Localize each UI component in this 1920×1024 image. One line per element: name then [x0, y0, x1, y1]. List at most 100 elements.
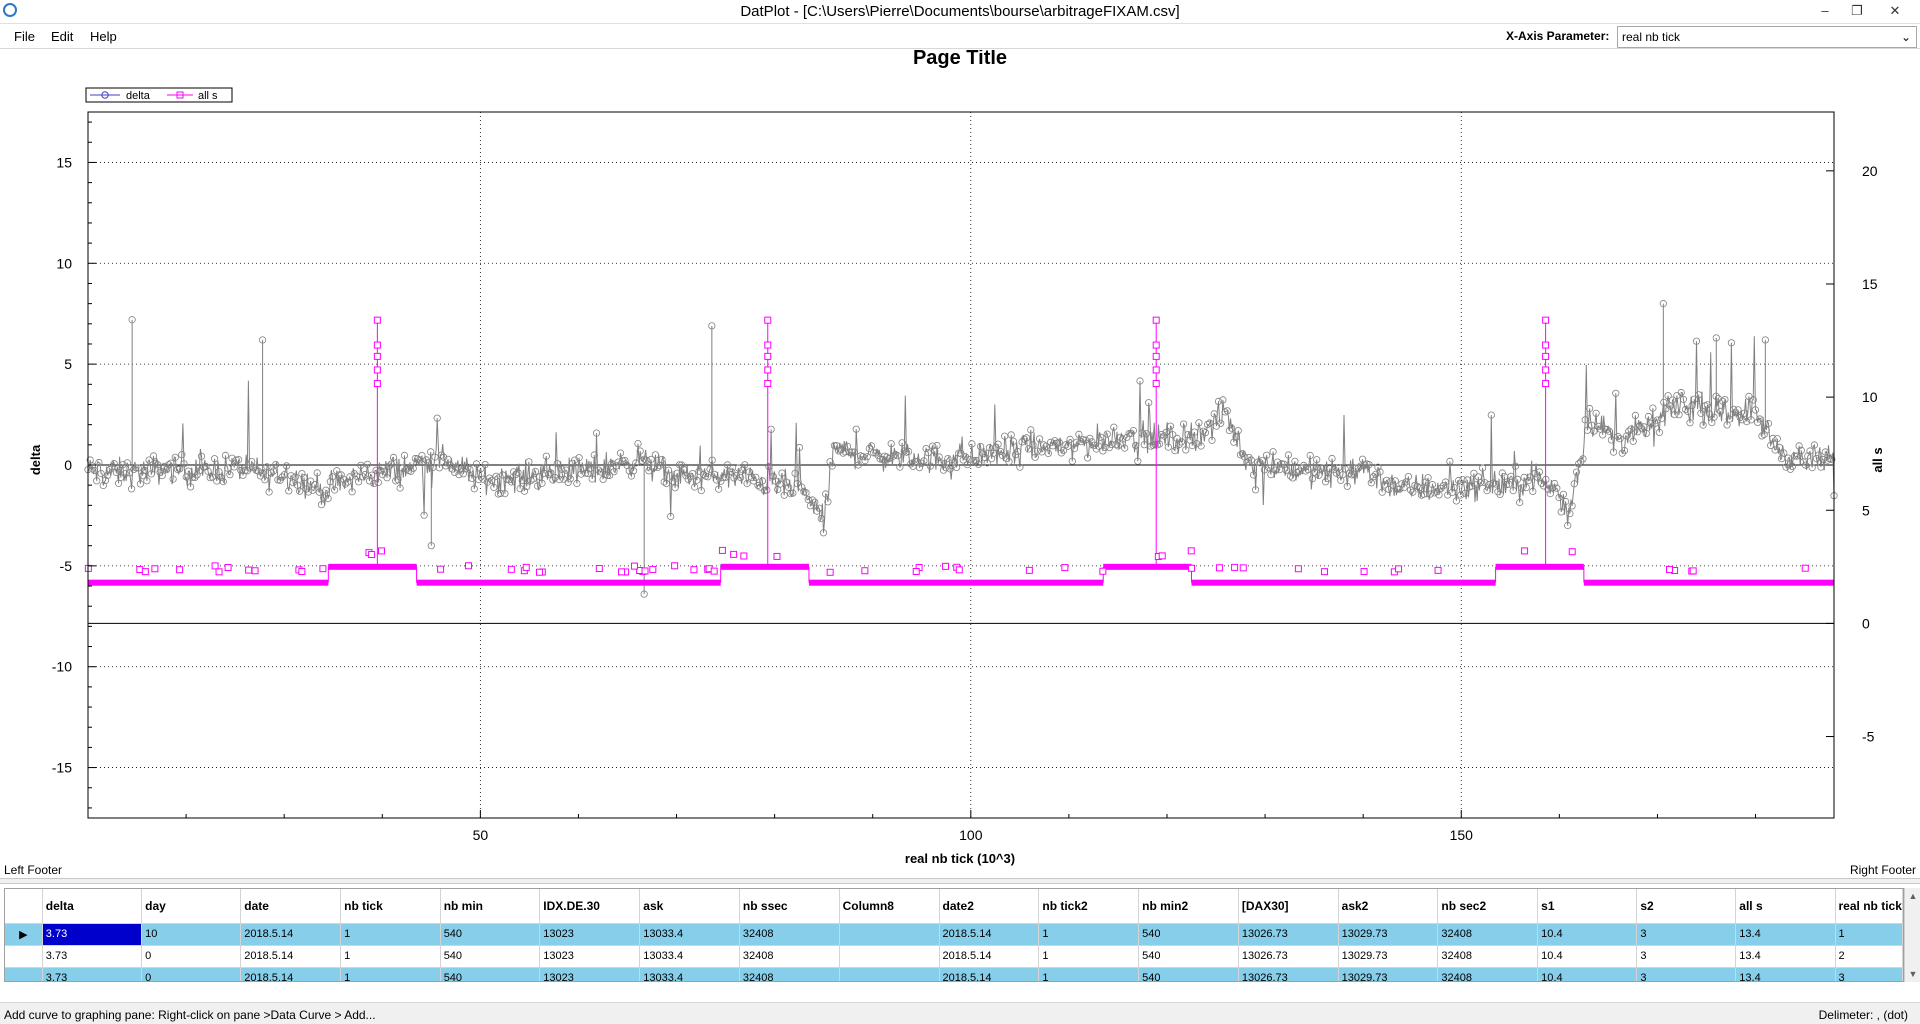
- table-cell[interactable]: 32408: [739, 923, 840, 946]
- column-header[interactable]: Column8: [839, 889, 940, 924]
- column-header[interactable]: s1: [1537, 889, 1638, 924]
- column-header[interactable]: s2: [1636, 889, 1737, 924]
- table-cell[interactable]: 2018.5.14: [939, 945, 1040, 968]
- column-header[interactable]: IDX.DE.30: [539, 889, 641, 924]
- table-cell[interactable]: 3.73: [42, 967, 143, 981]
- table-cell[interactable]: 0: [141, 945, 242, 968]
- table-cell[interactable]: 3: [1835, 967, 1903, 981]
- table-cell[interactable]: 32408: [1437, 923, 1539, 946]
- row-header[interactable]: ▶: [5, 923, 43, 946]
- column-header[interactable]: nb ssec: [739, 889, 840, 924]
- grid-corner-header[interactable]: [5, 889, 43, 924]
- table-cell[interactable]: 1: [1038, 967, 1140, 981]
- column-header[interactable]: day: [141, 889, 242, 924]
- table-cell[interactable]: 540: [440, 967, 541, 981]
- table-cell[interactable]: 3.73: [42, 945, 143, 968]
- column-header[interactable]: all s: [1735, 889, 1836, 924]
- table-cell[interactable]: 13029.73: [1338, 967, 1439, 981]
- scroll-down-icon[interactable]: ▼: [1908, 969, 1918, 979]
- table-cell[interactable]: 1: [1038, 945, 1140, 968]
- table-cell[interactable]: 540: [1138, 967, 1239, 981]
- table-cell[interactable]: 10: [141, 923, 242, 946]
- table-cell[interactable]: 13.4: [1735, 967, 1836, 981]
- column-header[interactable]: nb min2: [1138, 889, 1239, 924]
- table-cell[interactable]: 13029.73: [1338, 923, 1439, 946]
- table-cell[interactable]: [839, 923, 940, 946]
- menu-file[interactable]: File: [14, 29, 35, 44]
- table-cell[interactable]: 32408: [739, 967, 840, 981]
- table-cell[interactable]: 2018.5.14: [240, 945, 342, 968]
- table-cell[interactable]: 13023: [539, 923, 641, 946]
- table-cell[interactable]: 1: [1038, 923, 1140, 946]
- table-cell[interactable]: 13026.73: [1238, 923, 1339, 946]
- table-cell[interactable]: 2: [1835, 945, 1903, 968]
- table-cell[interactable]: 1: [340, 967, 441, 981]
- graph-pane[interactable]: Page Title 50 100 150 -15 -10 -5 0 5 10 15 -5 0 5 10 1…: [0, 50, 1920, 880]
- row-header[interactable]: [5, 967, 43, 981]
- table-cell[interactable]: 13033.4: [639, 945, 740, 968]
- table-cell[interactable]: 3: [1636, 923, 1737, 946]
- table-cell[interactable]: 13023: [539, 967, 641, 981]
- x-axis-parameter-select[interactable]: real nb tick ⌄: [1617, 26, 1917, 48]
- table-cell[interactable]: 10.4: [1537, 967, 1638, 981]
- table-cell[interactable]: 13033.4: [639, 923, 740, 946]
- close-icon[interactable]: ✕: [1889, 3, 1901, 18]
- column-header[interactable]: date2: [939, 889, 1040, 924]
- table-cell[interactable]: 13023: [539, 945, 641, 968]
- table-cell[interactable]: 32408: [1437, 945, 1539, 968]
- table-cell[interactable]: 13029.73: [1338, 945, 1439, 968]
- table-cell[interactable]: 10.4: [1537, 945, 1638, 968]
- table-cell[interactable]: 3.73: [42, 923, 143, 946]
- table-row[interactable]: 3.73 0 2018.5.14 1 540 13023 13033.4 32408 2018.…: [5, 967, 1903, 981]
- column-header[interactable]: nb tick2: [1038, 889, 1140, 924]
- column-header[interactable]: nb sec2: [1437, 889, 1539, 924]
- table-cell[interactable]: 13026.73: [1238, 967, 1339, 981]
- table-cell[interactable]: 3: [1636, 967, 1737, 981]
- data-grid[interactable]: delta day date nb tick nb min IDX.DE.30 ask nb …: [4, 888, 1904, 982]
- grid-vertical-scrollbar[interactable]: ▲ ▼: [1904, 888, 1920, 982]
- scroll-up-icon[interactable]: ▲: [1908, 891, 1918, 901]
- table-cell[interactable]: 13.4: [1735, 945, 1836, 968]
- table-cell[interactable]: 540: [440, 945, 541, 968]
- minimize-icon[interactable]: –: [1821, 3, 1829, 18]
- table-cell[interactable]: 2018.5.14: [240, 923, 342, 946]
- table-cell[interactable]: 32408: [739, 945, 840, 968]
- table-row[interactable]: 3.73 0 2018.5.14 1 540 13023 13033.4 32408 2018.…: [5, 945, 1903, 968]
- legend[interactable]: delta all s: [85, 87, 233, 103]
- pane-splitter[interactable]: [0, 878, 1920, 884]
- table-cell[interactable]: 2018.5.14: [240, 967, 342, 981]
- table-cell[interactable]: 0: [141, 967, 242, 981]
- restore-icon[interactable]: ❐: [1851, 3, 1863, 18]
- row-header[interactable]: [5, 945, 43, 968]
- chevron-down-icon[interactable]: ⌄: [1900, 30, 1912, 44]
- table-cell[interactable]: 10.4: [1537, 923, 1638, 946]
- table-cell[interactable]: 3: [1636, 945, 1737, 968]
- column-header[interactable]: nb tick: [340, 889, 441, 924]
- column-header[interactable]: [DAX30]: [1238, 889, 1339, 924]
- column-header[interactable]: nb min: [440, 889, 541, 924]
- table-cell[interactable]: [839, 967, 940, 981]
- table-cell[interactable]: 540: [1138, 945, 1239, 968]
- delta-point: [808, 496, 817, 504]
- menu-edit[interactable]: Edit: [51, 29, 74, 44]
- menu-help[interactable]: Help: [90, 29, 117, 44]
- table-cell[interactable]: 540: [1138, 923, 1239, 946]
- column-header[interactable]: ask2: [1338, 889, 1439, 924]
- app-icon[interactable]: [3, 3, 17, 17]
- column-header[interactable]: date: [240, 889, 342, 924]
- table-cell[interactable]: 1: [340, 923, 441, 946]
- table-cell[interactable]: 13.4: [1735, 923, 1836, 946]
- table-cell[interactable]: 13026.73: [1238, 945, 1339, 968]
- column-header[interactable]: delta: [42, 889, 143, 924]
- table-cell[interactable]: 2018.5.14: [939, 923, 1040, 946]
- table-cell[interactable]: 13033.4: [639, 967, 740, 981]
- column-header[interactable]: ask: [639, 889, 740, 924]
- table-cell[interactable]: 540: [440, 923, 541, 946]
- table-cell[interactable]: 2018.5.14: [939, 967, 1040, 981]
- table-cell[interactable]: [839, 945, 940, 968]
- table-cell[interactable]: 32408: [1437, 967, 1539, 981]
- table-cell[interactable]: 1: [340, 945, 441, 968]
- table-cell[interactable]: 1: [1835, 923, 1903, 946]
- column-header[interactable]: real nb tick: [1835, 889, 1903, 924]
- table-row[interactable]: ▶ 3.73 10 2018.5.14 1 540 13023 13033.4 32408 201…: [5, 923, 1903, 946]
